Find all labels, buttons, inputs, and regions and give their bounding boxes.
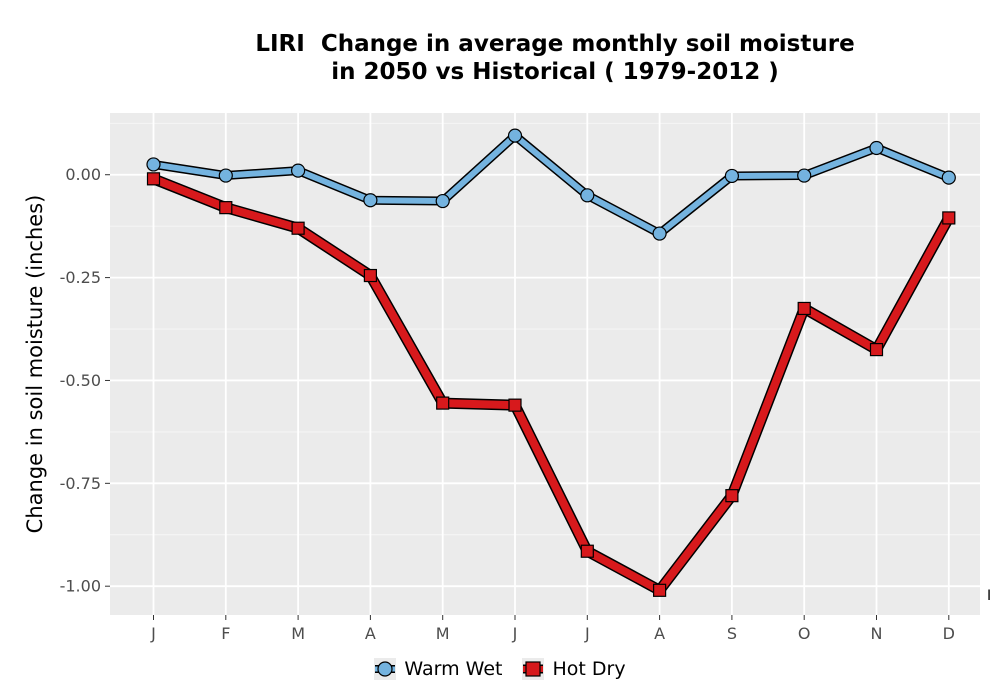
x-tick-label: A bbox=[654, 624, 665, 643]
legend-label-warm-wet: Warm Wet bbox=[404, 658, 503, 680]
chart-title-line-2: in 2050 vs Historical ( 1979-2012 ) bbox=[331, 59, 779, 85]
data-point bbox=[508, 398, 522, 412]
x-tick-label: J bbox=[150, 624, 156, 643]
data-point bbox=[652, 226, 667, 241]
y-tick-label: -0.25 bbox=[60, 268, 101, 287]
data-point bbox=[218, 168, 233, 183]
y-tick-label: -0.50 bbox=[60, 371, 101, 390]
x-tick-label: M bbox=[291, 624, 305, 643]
data-point bbox=[580, 544, 594, 558]
x-tick-label: J bbox=[512, 624, 518, 643]
data-point bbox=[363, 268, 377, 283]
data-point bbox=[580, 188, 595, 203]
minor-gridlines bbox=[110, 122, 980, 536]
data-point bbox=[725, 489, 739, 503]
y-tick-label: -1.00 bbox=[60, 577, 101, 596]
x-tick-label: F bbox=[221, 624, 230, 643]
x-tick-label: J bbox=[584, 624, 590, 643]
corner-mark: I bbox=[987, 588, 992, 604]
data-point bbox=[435, 193, 450, 209]
x-tick-label: S bbox=[727, 624, 737, 643]
plot-panel bbox=[110, 113, 980, 615]
x-tick-label: N bbox=[871, 624, 883, 643]
data-point bbox=[291, 221, 305, 235]
data-point bbox=[942, 211, 956, 225]
data-point bbox=[363, 193, 378, 208]
y-axis-label: Change in soil moisture (inches) bbox=[23, 195, 47, 534]
major-gridlines bbox=[110, 113, 980, 615]
legend-label-hot-dry: Hot Dry bbox=[552, 658, 626, 680]
data-point bbox=[146, 172, 161, 186]
x-tick-label: O bbox=[798, 624, 811, 643]
y-tick-label: 0.00 bbox=[65, 165, 101, 184]
x-tick-label: A bbox=[365, 624, 376, 643]
data-point bbox=[869, 342, 884, 357]
x-tick-label: M bbox=[436, 624, 450, 643]
series-line bbox=[150, 132, 952, 237]
series-layer bbox=[146, 128, 956, 597]
legend-key-hot-dry bbox=[522, 658, 545, 680]
x-tick-label: D bbox=[943, 624, 955, 643]
y-tick-label: -0.75 bbox=[60, 474, 101, 493]
chart-title-line-1: LIRI Change in average monthly soil mois… bbox=[255, 31, 855, 57]
y-axis-ticks: 0.00 -0.25 -0.50 -0.75 -1.00 bbox=[60, 165, 110, 596]
data-point bbox=[797, 301, 811, 316]
data-point bbox=[219, 201, 233, 215]
series-line bbox=[149, 174, 953, 595]
data-point bbox=[291, 163, 306, 178]
chart-title: LIRI Change in average monthly soil mois… bbox=[110, 30, 1000, 86]
data-point bbox=[652, 583, 667, 597]
legend-item-hot-dry: Hot Dry bbox=[522, 658, 626, 680]
data-point bbox=[797, 168, 812, 183]
legend: Warm Wet Hot Dry bbox=[0, 658, 1000, 680]
data-point bbox=[869, 140, 884, 156]
data-point bbox=[146, 157, 161, 172]
data-point bbox=[507, 128, 523, 143]
data-point bbox=[724, 168, 740, 184]
legend-key-warm-wet bbox=[374, 658, 397, 680]
data-point bbox=[436, 396, 450, 410]
data-point bbox=[941, 170, 956, 185]
legend-item-warm-wet: Warm Wet bbox=[374, 658, 502, 680]
